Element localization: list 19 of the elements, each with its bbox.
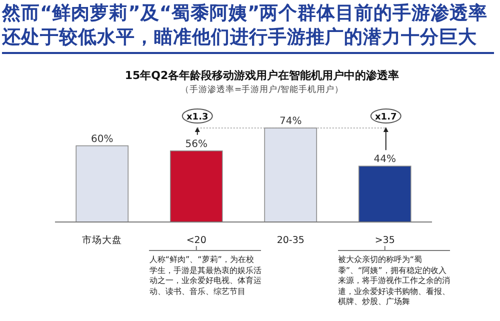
annotation: x1.3 xyxy=(186,112,208,122)
annotation: x1.7 xyxy=(375,112,397,122)
x-tick-label: >35 xyxy=(374,235,395,246)
bar xyxy=(76,145,129,222)
x-tick-label: 市场大盘 xyxy=(82,234,122,246)
text: 被大众亲切的称呼为“蜀黍”、“阿姨”，拥有稳定的收入来源，将手游视作工作之余的消遣，业余爱好读书购物、看报、棋牌、炒股、广场舞 xyxy=(338,250,450,308)
bar xyxy=(264,128,318,222)
data-label: 56% xyxy=(185,138,208,150)
data-label: 60% xyxy=(91,134,114,145)
bar xyxy=(170,150,223,222)
text: 人称“鲜肉”、“萝莉”，为在校学生，手游是其最热衷的娱乐活动之一，业余爱好电视、体育运动、读书、音乐、综艺节目 xyxy=(149,250,262,297)
chart-subtitle: （手游渗透率=手游用户/智能手机用户） xyxy=(180,84,344,95)
data-label: 74% xyxy=(280,116,302,127)
bar xyxy=(358,166,412,222)
text: 然而“鲜肉萝莉”及“蜀黍阿姨”两个群体目前的手游渗透率还处于较低水平，瞄准他们进行手游推广的潜力十分巨大 xyxy=(2,2,494,54)
x-tick-label: 20-35 xyxy=(276,235,304,246)
x-tick-label: <20 xyxy=(186,235,206,246)
data-label: 44% xyxy=(374,154,396,166)
chart-title: 15年Q2各年龄段移动游戏用户在智能机用户中的渗透率 xyxy=(124,69,400,82)
